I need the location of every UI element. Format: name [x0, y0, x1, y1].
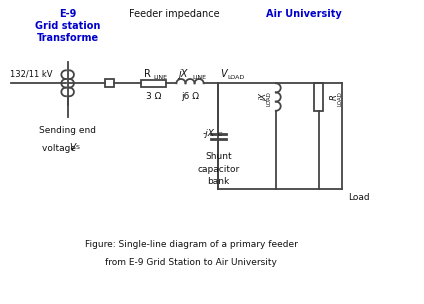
Text: LINE: LINE — [192, 75, 206, 80]
Text: Feeder impedance: Feeder impedance — [129, 9, 220, 19]
Text: bank: bank — [207, 177, 229, 186]
Text: Shunt: Shunt — [205, 152, 232, 161]
Text: C: C — [218, 132, 222, 137]
Text: R: R — [145, 69, 151, 78]
Bar — [314, 83, 324, 111]
Text: from E-9 Grid Station to Air University: from E-9 Grid Station to Air University — [105, 258, 277, 267]
Text: Figure: Single-line diagram of a primary feeder: Figure: Single-line diagram of a primary… — [85, 240, 298, 249]
Text: jX: jX — [259, 93, 268, 101]
Text: 3 Ω: 3 Ω — [146, 92, 161, 101]
Text: jX: jX — [179, 69, 188, 78]
Bar — [141, 80, 166, 87]
Text: LOAD: LOAD — [228, 75, 245, 80]
Bar — [105, 79, 114, 87]
Text: LOAD: LOAD — [267, 92, 272, 106]
Text: V: V — [70, 143, 76, 152]
Text: Sending end: Sending end — [39, 126, 96, 136]
Text: R: R — [330, 94, 339, 100]
Text: LINE: LINE — [153, 75, 167, 80]
Text: E-9
Grid station
Transforme: E-9 Grid station Transforme — [35, 9, 100, 43]
Text: j6 Ω: j6 Ω — [181, 92, 199, 101]
Text: Load: Load — [348, 193, 370, 202]
Text: 132/11 kV: 132/11 kV — [10, 70, 53, 78]
Text: -jX: -jX — [202, 129, 214, 138]
Text: voltage: voltage — [42, 144, 79, 153]
Text: LOAD: LOAD — [338, 92, 343, 106]
Text: capacitor: capacitor — [197, 164, 240, 174]
Text: S: S — [76, 144, 80, 150]
Text: Air University: Air University — [266, 9, 342, 19]
Text: V: V — [220, 69, 227, 78]
